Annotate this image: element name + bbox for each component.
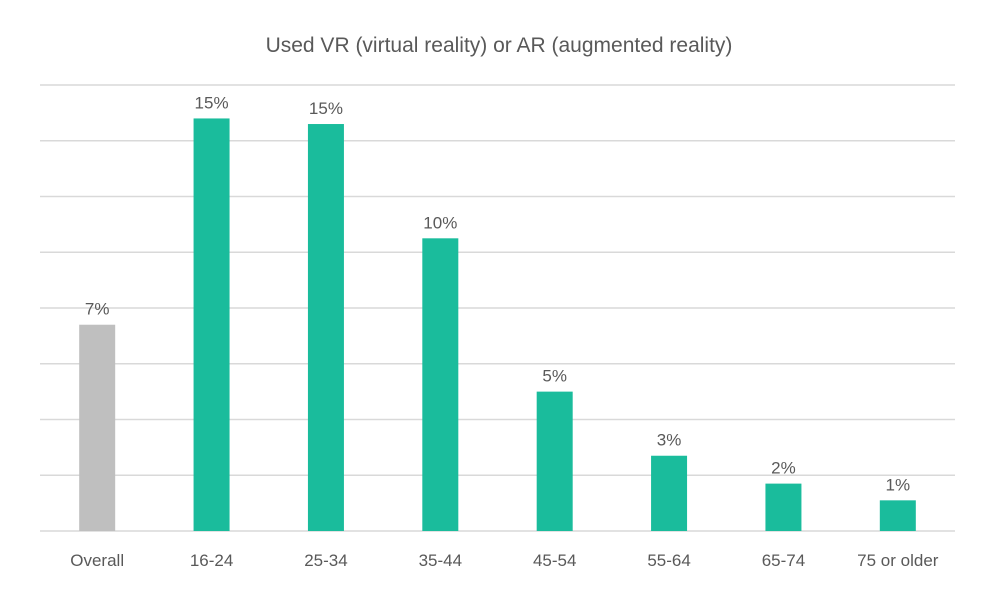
bar-25-34 bbox=[307, 124, 344, 532]
bar-16-24 bbox=[193, 118, 230, 531]
data-label: 3% bbox=[657, 431, 682, 450]
bar-75-or-older bbox=[879, 500, 916, 531]
x-tick-label: 75 or older bbox=[857, 551, 939, 570]
x-tick-label: 65-74 bbox=[762, 551, 805, 570]
data-label: 1% bbox=[886, 475, 911, 494]
data-label: 2% bbox=[771, 459, 796, 478]
x-tick-label: 16-24 bbox=[190, 551, 233, 570]
data-label: 15% bbox=[309, 99, 343, 118]
x-tick-label: Overall bbox=[70, 551, 124, 570]
x-tick-label: 55-64 bbox=[647, 551, 690, 570]
bar-55-64 bbox=[651, 455, 688, 531]
x-tick-label: 45-54 bbox=[533, 551, 576, 570]
x-tick-label: 25-34 bbox=[304, 551, 347, 570]
bar-overall bbox=[79, 324, 116, 531]
x-tick-label: 35-44 bbox=[419, 551, 462, 570]
bar-45-54 bbox=[536, 391, 573, 531]
bar-35-44 bbox=[422, 238, 459, 531]
data-label: 5% bbox=[542, 367, 567, 386]
bar-65-74 bbox=[765, 483, 802, 531]
data-label: 7% bbox=[85, 300, 110, 319]
chart-title: Used VR (virtual reality) or AR (augment… bbox=[266, 34, 733, 57]
data-label: 10% bbox=[423, 213, 457, 232]
data-label: 15% bbox=[195, 93, 229, 112]
